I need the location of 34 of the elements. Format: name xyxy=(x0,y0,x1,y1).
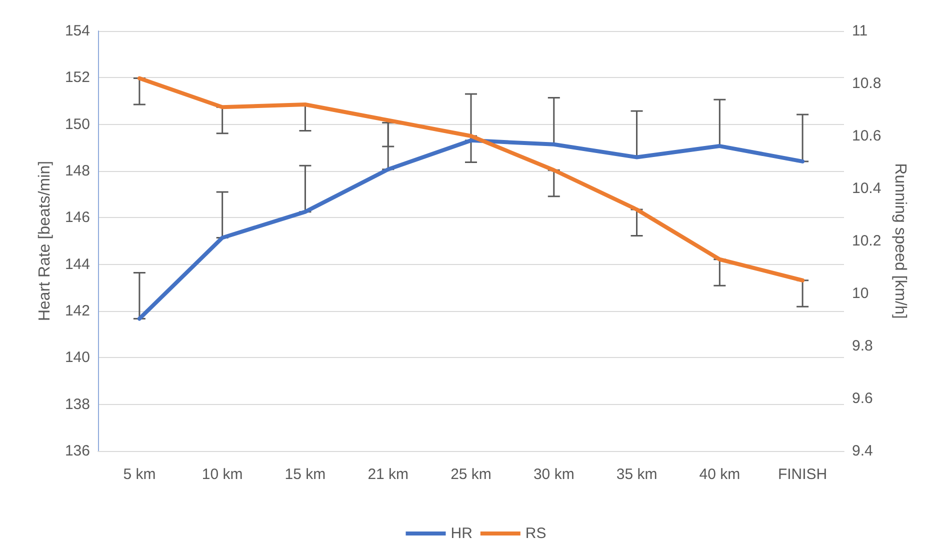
y2-tick-label: 9.4 xyxy=(852,442,873,460)
y2-tick-label: 9.6 xyxy=(852,390,873,407)
y-tick-label: 140 xyxy=(64,349,90,366)
y-tick-label: 136 xyxy=(64,442,90,460)
x-tick-label: 30 km xyxy=(533,466,574,483)
y2-tick-label: 10.6 xyxy=(852,128,882,144)
y2-tick-label: 11 xyxy=(852,22,868,40)
y2-tick-label: 10.4 xyxy=(852,180,882,197)
x-tick-label: 25 km xyxy=(450,466,492,483)
x-tick-label: 5 km xyxy=(123,466,156,483)
y-tick-label: 152 xyxy=(64,69,90,86)
legend-label: HR xyxy=(450,525,473,542)
y2-axis-title: Running speed [km/h] xyxy=(892,163,909,319)
y2-tick-label: 10.8 xyxy=(852,75,882,92)
line-series xyxy=(137,76,805,282)
y2-tick-label: 10.2 xyxy=(852,232,882,250)
x-tick-label: 15 km xyxy=(284,466,326,483)
y-tick-label: 142 xyxy=(64,302,90,320)
y-axis-title: Heart Rate [beats/min] xyxy=(36,160,54,322)
y-tick-label: 154 xyxy=(64,22,90,40)
legend-label: RS xyxy=(525,525,546,542)
y2-tick-label: 9.8 xyxy=(852,338,873,354)
y-tick-label: 138 xyxy=(64,396,90,413)
x-tick-label: 35 km xyxy=(616,466,658,483)
y-tick-label: 146 xyxy=(64,209,90,226)
y-tick-label: 144 xyxy=(64,256,90,273)
x-tick-label: 21 km xyxy=(368,466,409,483)
line-series xyxy=(137,138,805,321)
y2-tick-label: 10 xyxy=(852,285,869,302)
y-tick-label: 150 xyxy=(64,116,90,133)
x-tick-label: 40 km xyxy=(699,466,740,483)
y-tick-label: 148 xyxy=(64,162,90,180)
x-tick-label: 10 km xyxy=(202,466,243,483)
x-tick-label: FINISH xyxy=(778,466,828,483)
